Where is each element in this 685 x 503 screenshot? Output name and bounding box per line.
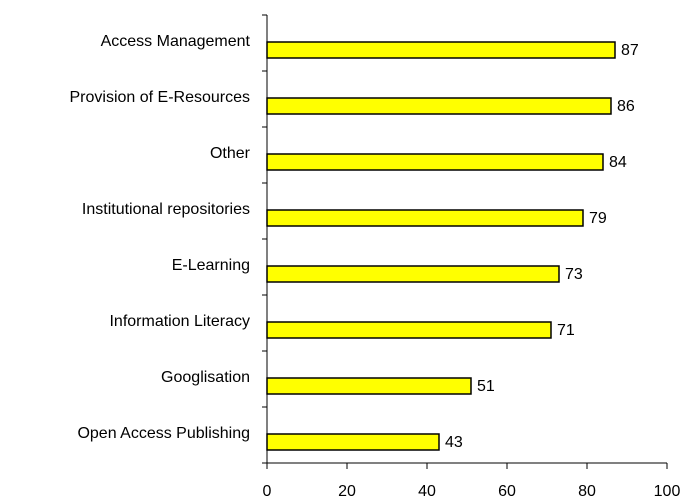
x-tick-label: 0 (263, 483, 272, 500)
x-tick-label: 80 (578, 483, 596, 500)
y-tick-label: Access Management (101, 33, 251, 50)
value-label: 79 (589, 210, 607, 227)
value-label: 86 (617, 98, 635, 115)
value-label: 73 (565, 266, 583, 283)
bar (266, 321, 552, 339)
y-tick-label: Open Access Publishing (77, 425, 250, 442)
bar (266, 41, 616, 59)
x-tick-label: 100 (654, 483, 681, 500)
y-tick-label: Institutional repositories (82, 201, 250, 218)
bar (266, 153, 604, 171)
bar (266, 97, 612, 115)
y-tick-label: Other (210, 145, 251, 162)
bar (266, 209, 584, 227)
value-label: 51 (477, 378, 495, 395)
bar (266, 265, 560, 283)
value-label: 43 (445, 434, 463, 451)
bar (266, 377, 472, 395)
y-tick-label: Googlisation (161, 369, 250, 386)
x-tick-label: 60 (498, 483, 516, 500)
bar (266, 433, 440, 451)
x-tick-label: 40 (418, 483, 436, 500)
value-label: 84 (609, 154, 627, 171)
x-tick-label: 20 (338, 483, 356, 500)
y-tick-label: E-Learning (172, 257, 250, 274)
value-label: 87 (621, 42, 639, 59)
y-tick-label: Provision of E-Resources (69, 89, 250, 106)
value-label: 71 (557, 322, 575, 339)
y-tick-label: Information Literacy (109, 313, 250, 330)
